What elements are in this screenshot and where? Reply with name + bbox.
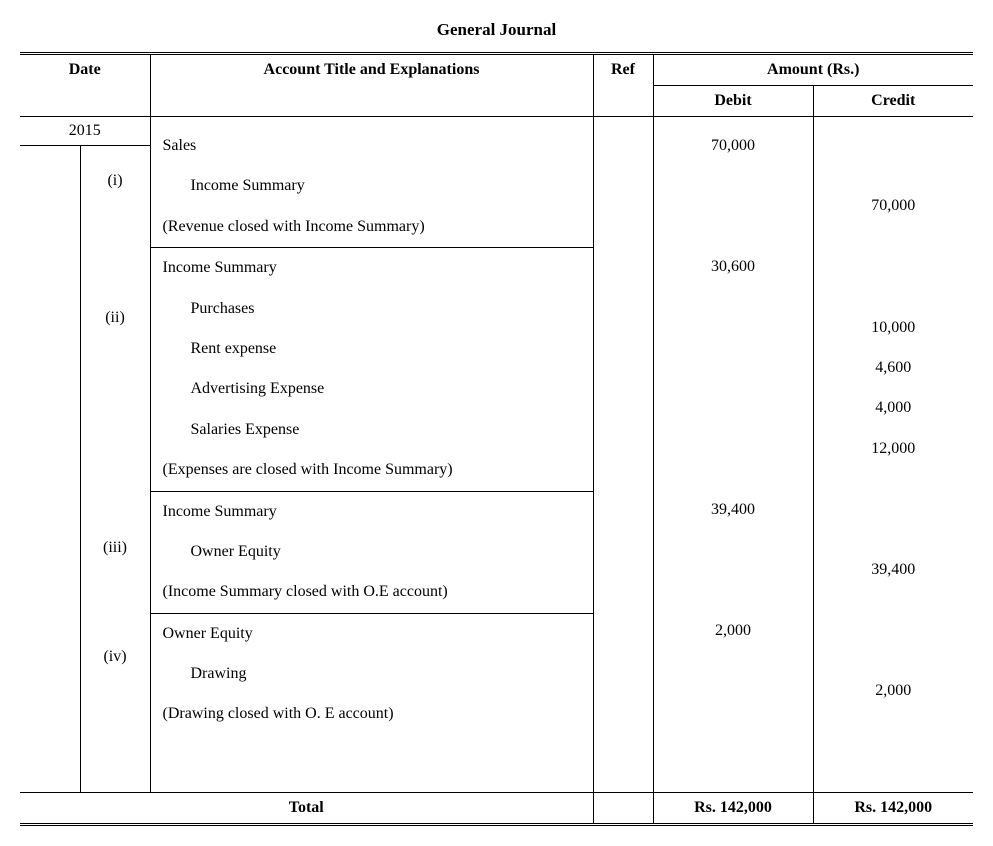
entry-line: Owner Equity (151, 532, 593, 572)
credit-value: 10,000 (814, 308, 974, 348)
credit-value: 39,400 (814, 550, 974, 590)
title-column-body: Sales Income Summary (Revenue closed wit… (150, 117, 593, 793)
entry-narration: (Drawing closed with O. E account) (151, 694, 593, 734)
entry-narration: (Income Summary closed with O.E account) (151, 572, 593, 613)
credit-value: 4,600 (814, 348, 974, 388)
entry-line: Purchases (151, 289, 593, 329)
header-amount: Amount (Rs.) (653, 54, 973, 86)
debit-value: 2,000 (654, 611, 813, 651)
entry-line: Sales (151, 117, 593, 166)
entry-roman: (iv) (80, 643, 150, 671)
header-date: Date (20, 54, 150, 117)
entry-line: Income Summary (151, 248, 593, 289)
total-ref (593, 793, 653, 825)
debit-value: 70,000 (654, 117, 813, 166)
debit-value: 30,600 (654, 247, 813, 287)
header-account: Account Title and Explanations (150, 54, 593, 117)
header-credit: Credit (813, 86, 973, 117)
entry-roman: (ii) (80, 304, 150, 332)
entry-line: Income Summary (151, 491, 593, 532)
journal-table: Date Account Title and Explanations Ref … (20, 52, 973, 826)
entry-line: Owner Equity (151, 613, 593, 654)
debit-value: 39,400 (654, 490, 813, 530)
total-debit: Rs. 142,000 (653, 793, 813, 825)
header-debit: Debit (653, 86, 813, 117)
entry-narration: (Revenue closed with Income Summary) (151, 207, 593, 248)
credit-value: 70,000 (814, 186, 974, 226)
entry-roman: (iii) (80, 534, 150, 562)
entry-line: Income Summary (151, 166, 593, 206)
credit-value: 2,000 (814, 671, 974, 711)
entry-narration: (Expenses are closed with Income Summary… (151, 450, 593, 491)
year-cell: 2015 (20, 117, 150, 146)
entry-line: Advertising Expense (151, 369, 593, 409)
entry-line: Salaries Expense (151, 410, 593, 450)
entry-line: Rent expense (151, 329, 593, 369)
ref-column-body (593, 117, 653, 793)
journal-container: General Journal Date Account Title and E… (20, 20, 973, 826)
credit-value: 12,000 (814, 429, 974, 469)
entry-line: Drawing (151, 654, 593, 694)
credit-column-body: 70,000 10,000 4,600 4,000 12,000 39,400 … (813, 117, 973, 793)
journal-title: General Journal (20, 20, 973, 40)
entry-roman: (i) (80, 146, 150, 224)
date-col-left (20, 146, 80, 793)
total-label: Total (20, 793, 593, 825)
debit-column-body: 70,000 30,600 39,400 2,000 (653, 117, 813, 793)
header-ref: Ref (593, 54, 653, 117)
total-credit: Rs. 142,000 (813, 793, 973, 825)
credit-value: 4,000 (814, 388, 974, 428)
